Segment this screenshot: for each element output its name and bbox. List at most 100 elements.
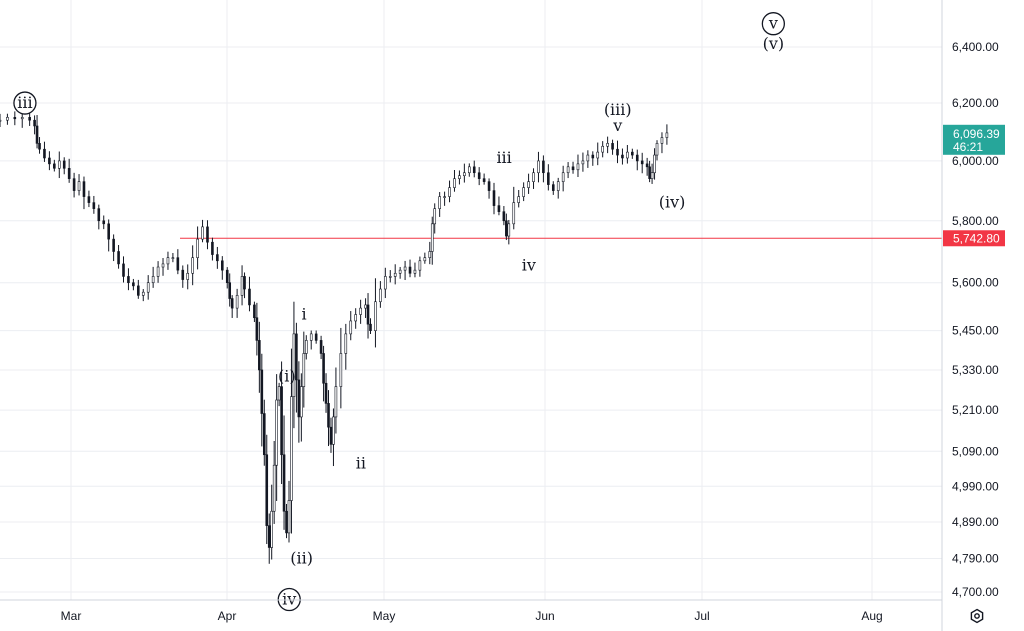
candle-body xyxy=(235,295,239,309)
candle-body xyxy=(398,269,402,274)
candle-body xyxy=(453,178,456,188)
candle-body xyxy=(82,181,86,197)
candle-body xyxy=(43,148,46,159)
candle-body xyxy=(87,196,91,203)
candle-body xyxy=(97,208,101,222)
candle-body xyxy=(571,166,575,171)
candle-body xyxy=(591,154,595,159)
candle-body xyxy=(354,314,357,322)
candle-body xyxy=(161,263,165,268)
candle-body xyxy=(6,117,9,121)
candle-body xyxy=(645,163,649,168)
candle-body xyxy=(502,211,506,222)
wave-label: iv xyxy=(522,255,536,274)
candle-body xyxy=(505,220,508,237)
candle-body xyxy=(611,143,614,150)
price-tick-label: 6,400.00 xyxy=(952,40,999,54)
candle-body xyxy=(206,226,209,243)
candle-body xyxy=(327,403,330,428)
candle-body xyxy=(107,223,110,240)
candle-body xyxy=(137,285,140,296)
wave-label: iv xyxy=(282,590,296,609)
candle-body xyxy=(665,132,669,138)
line-price-tag xyxy=(943,230,1005,247)
candle-body xyxy=(275,399,278,466)
candle-body xyxy=(653,154,656,174)
candle-body xyxy=(270,510,274,548)
candle-body xyxy=(196,238,199,258)
candle-body xyxy=(280,386,283,456)
candle-body xyxy=(497,205,501,212)
candle-body xyxy=(13,117,17,120)
price-tick-label: 4,790.00 xyxy=(952,552,999,566)
candle-body xyxy=(38,143,41,150)
price-tick-label: 5,600.00 xyxy=(952,276,999,290)
candle-body xyxy=(117,251,120,265)
wave-label: (iv) xyxy=(659,193,686,212)
candle-body xyxy=(384,276,387,290)
candle-body xyxy=(248,288,251,306)
price-axis[interactable]: 6,400.00 6,200.00 6,000.00 5,800.00 5,600.00… xyxy=(952,40,999,599)
candle-body xyxy=(413,269,417,274)
candle-body xyxy=(655,143,659,156)
wave-label: iii xyxy=(496,148,511,167)
candle-body xyxy=(304,340,308,354)
wave-label: (iii) xyxy=(604,100,632,119)
candle-body xyxy=(57,160,61,169)
candle-body xyxy=(542,160,545,174)
candle-body xyxy=(359,307,362,315)
candle-body xyxy=(374,301,377,331)
candle-body xyxy=(272,464,276,512)
time-tick-label: Mar xyxy=(61,609,82,623)
candle-body xyxy=(28,117,31,121)
candle-body xyxy=(418,260,422,271)
candle-body xyxy=(408,266,412,274)
candle-body xyxy=(253,304,256,319)
candle-body xyxy=(517,196,521,203)
candle-body xyxy=(388,276,392,278)
candle-body xyxy=(216,254,219,262)
candle-body xyxy=(430,223,434,252)
candle-body xyxy=(458,175,461,179)
candle-body xyxy=(631,151,634,156)
candle-body xyxy=(141,291,145,296)
candle-body xyxy=(211,241,214,255)
wave-label: ii xyxy=(356,453,366,472)
candle-body xyxy=(295,333,298,381)
candle-body xyxy=(640,160,644,165)
price-tick-label: 6,200.00 xyxy=(952,96,999,110)
price-tick-label: 4,890.00 xyxy=(952,515,999,529)
candle-body xyxy=(20,117,24,120)
chart-settings-button[interactable] xyxy=(966,605,988,627)
candle-body xyxy=(621,154,624,159)
price-tick-label: 6,000.00 xyxy=(952,154,999,168)
time-axis[interactable]: Mar Apr May Jun Jul Aug xyxy=(61,609,883,623)
price-tick-label: 4,990.00 xyxy=(952,479,999,493)
candle-body xyxy=(512,202,516,225)
candle-body xyxy=(467,166,471,174)
candle-body xyxy=(428,251,432,258)
candle-body xyxy=(393,272,397,277)
time-tick-label: Apr xyxy=(218,609,237,623)
wave-label-circle xyxy=(13,91,37,115)
candle-body xyxy=(616,148,619,156)
candle-body xyxy=(332,416,335,445)
candle-body xyxy=(576,163,580,171)
candle-body xyxy=(314,333,318,341)
candle-body xyxy=(433,208,437,225)
price-tick-label: 4,700.00 xyxy=(952,585,999,599)
candle-body xyxy=(403,266,407,271)
candle-body xyxy=(290,396,293,501)
candle-body xyxy=(463,172,466,176)
candle-body xyxy=(156,266,160,277)
wave-label-circle xyxy=(761,12,785,36)
candle-body xyxy=(438,196,441,209)
time-tick-label: May xyxy=(373,609,396,623)
line-price-label: 5,742.80 xyxy=(953,231,1000,245)
candle-body xyxy=(329,426,333,445)
candle-body xyxy=(606,143,609,147)
candle-body xyxy=(221,260,224,271)
candle-body xyxy=(339,353,343,387)
